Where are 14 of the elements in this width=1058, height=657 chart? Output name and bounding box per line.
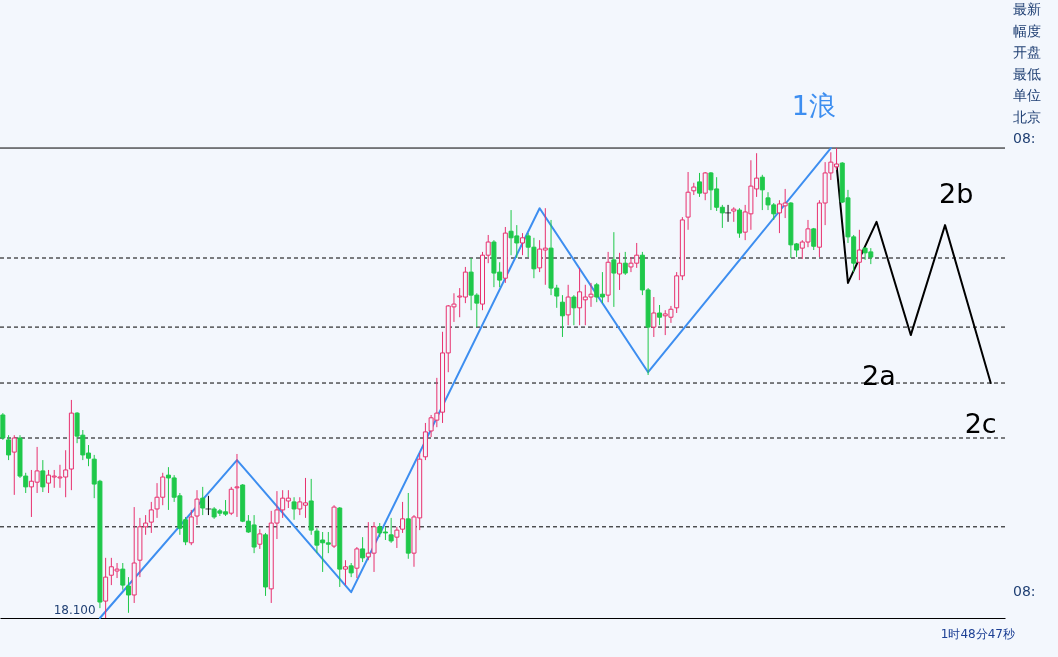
annotation: 1浪	[791, 90, 836, 122]
annotation: 2a	[862, 360, 896, 392]
text: 08:	[1013, 130, 1036, 146]
text: 08:	[1013, 583, 1036, 599]
text: 北京	[1013, 108, 1041, 125]
text: 幅度	[1013, 22, 1041, 39]
text: 最新	[1013, 1, 1041, 17]
annotation: 2c	[964, 408, 997, 440]
text: 开盘	[1013, 44, 1041, 60]
annotation: 18.100	[53, 603, 96, 617]
text: 最低	[1013, 65, 1041, 82]
annotation: 2b	[939, 178, 974, 210]
text: 1时48分47秒	[940, 627, 1015, 641]
text: 单位	[1013, 87, 1041, 103]
